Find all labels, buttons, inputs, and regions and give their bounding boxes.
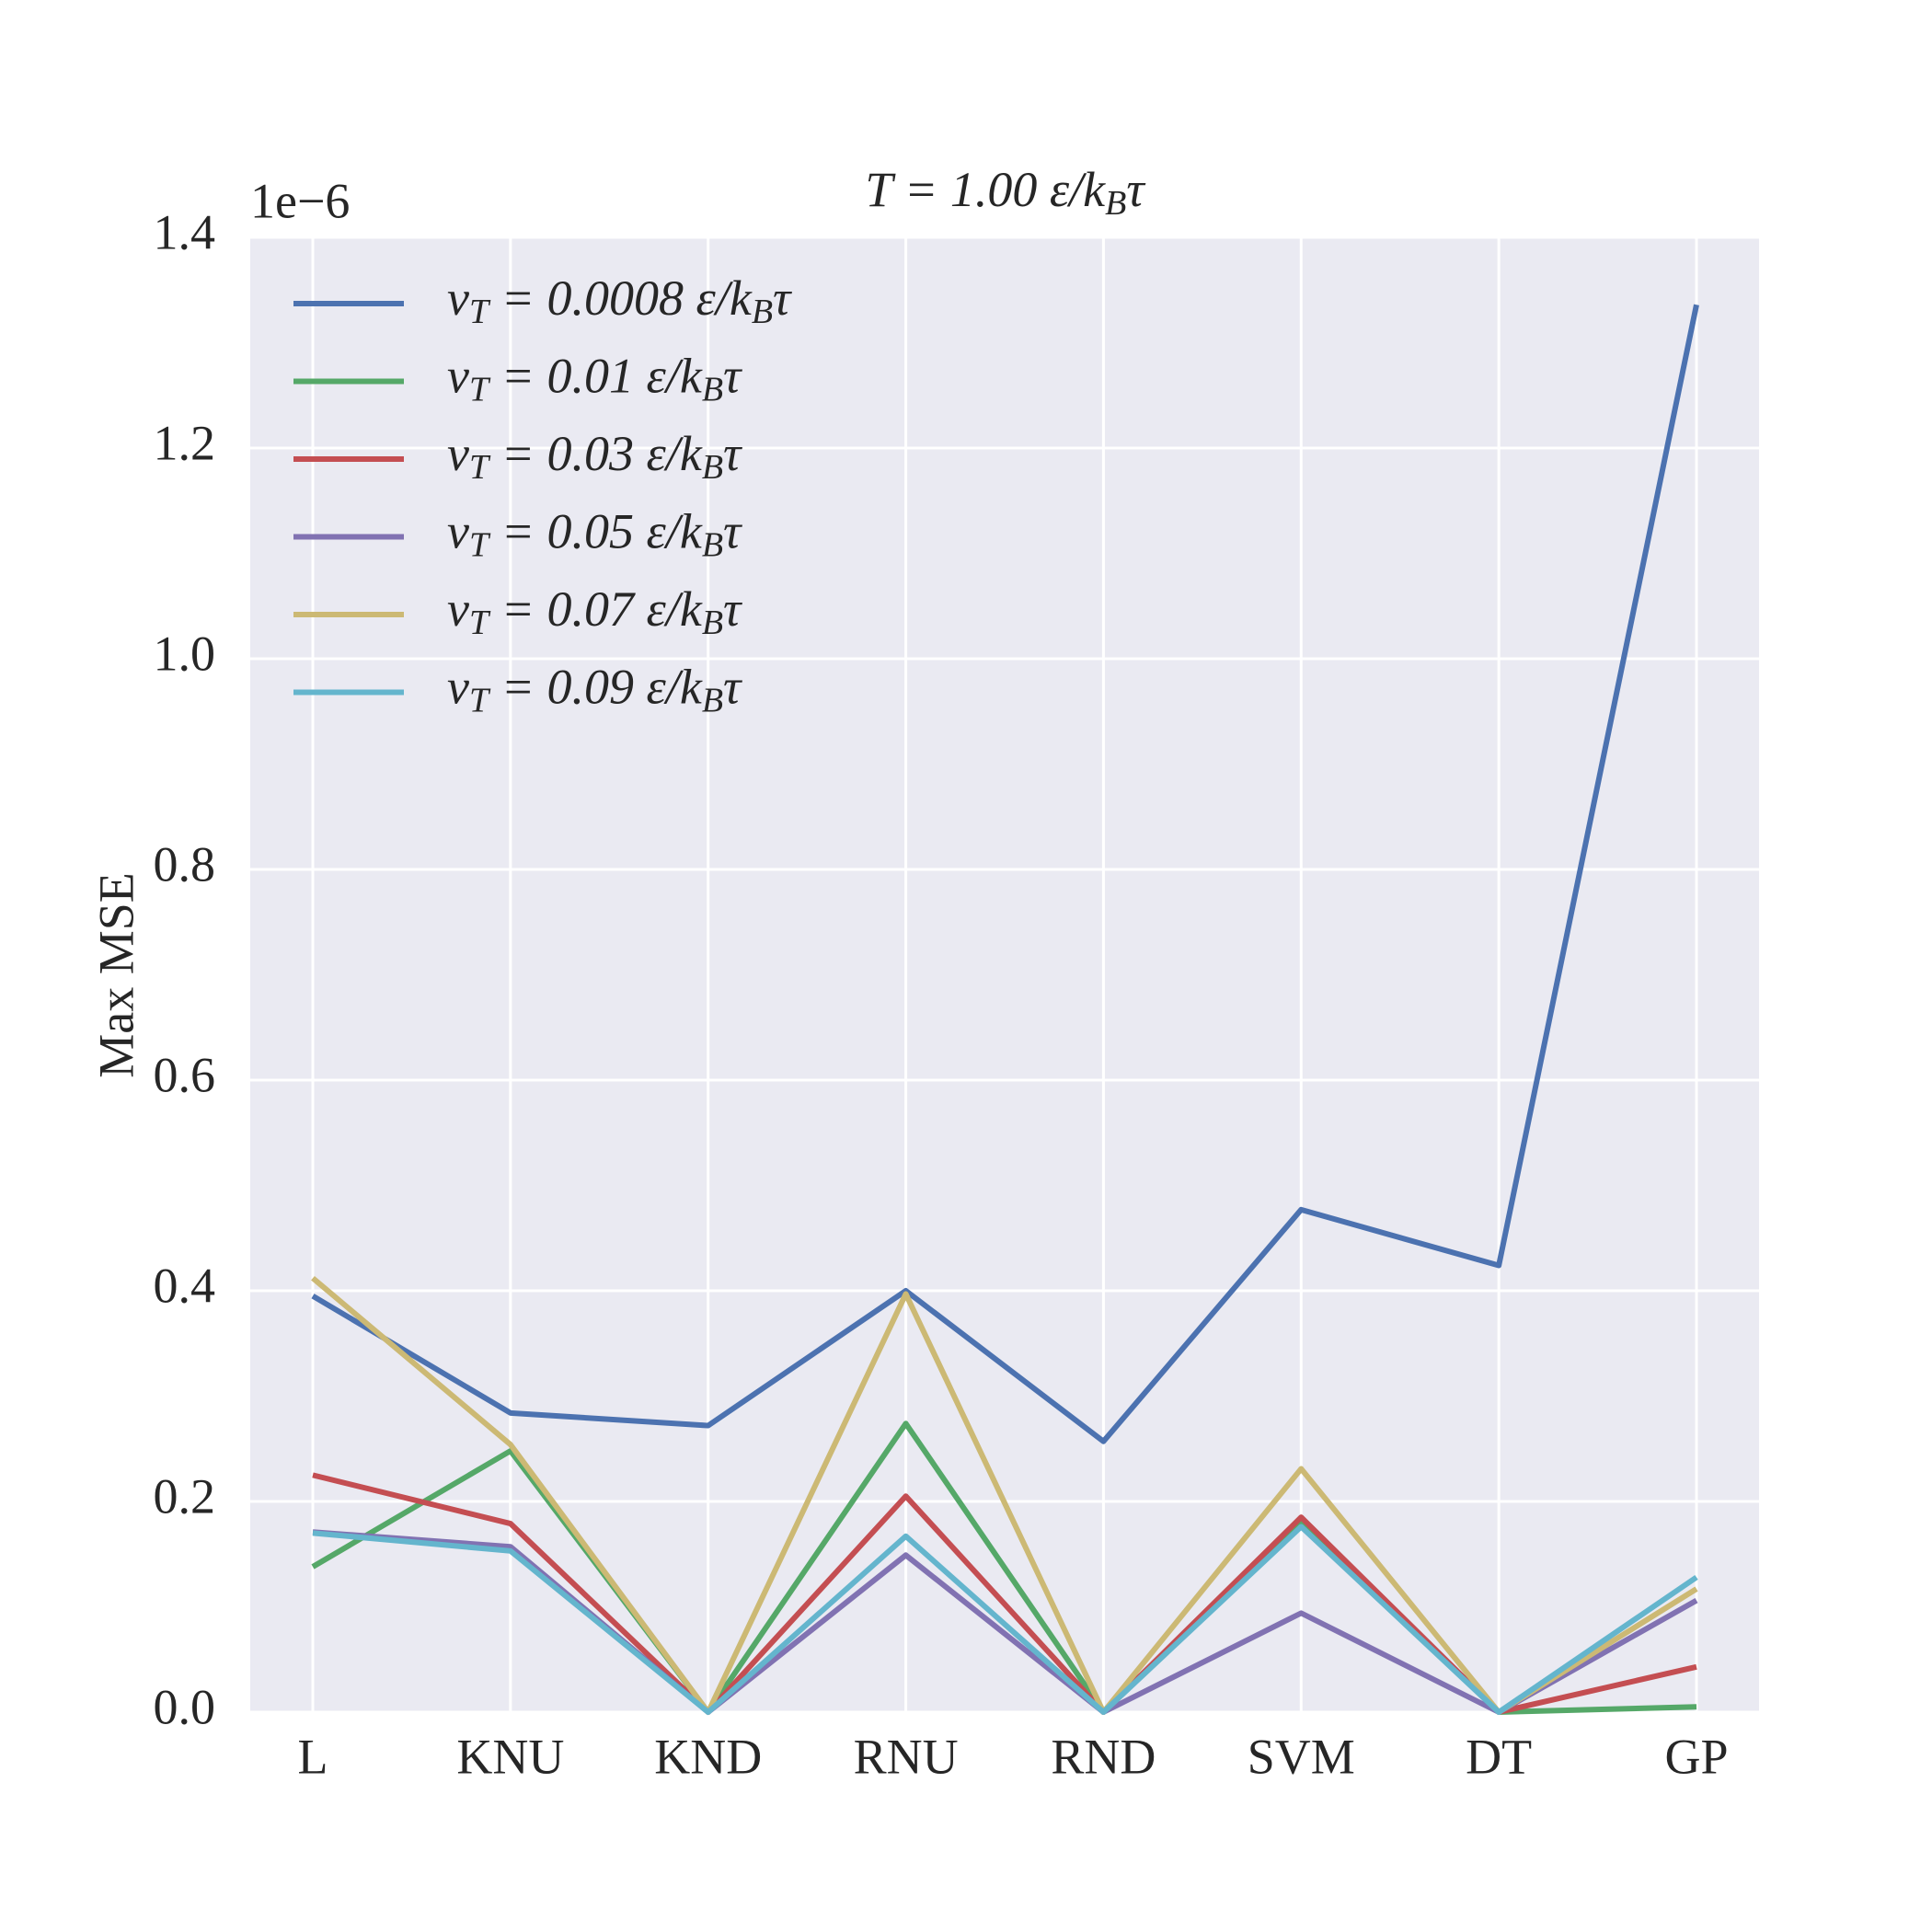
lines xyxy=(311,304,1699,1715)
x-tick-label: RND xyxy=(1051,1729,1156,1784)
x-tick-label: GP xyxy=(1664,1729,1728,1784)
y-tick-label: 0.8 xyxy=(154,836,216,891)
y-axis-label: Max MSE xyxy=(88,872,144,1078)
x-tick-label: L xyxy=(298,1729,328,1784)
grid xyxy=(250,236,1759,1714)
legend-label: vT​ = 0.03 ε/kB​τ xyxy=(447,426,742,486)
y-tick-label: 1.0 xyxy=(154,626,216,681)
series-line xyxy=(311,1275,1698,1715)
legend-label: vT​ = 0.09 ε/kB​τ xyxy=(447,660,742,719)
series-line xyxy=(312,1524,1698,1715)
x-tick-label: RNU xyxy=(854,1729,959,1784)
plot-area xyxy=(250,237,1759,1712)
y-tick-label: 0.0 xyxy=(154,1679,216,1734)
y-tick-label: 1.4 xyxy=(154,204,216,259)
y-tick-label: 0.4 xyxy=(154,1258,216,1313)
legend-label: vT​ = 0.0008 ε/kB​τ xyxy=(447,270,792,330)
legend-label: vT​ = 0.05 ε/kB​τ xyxy=(447,504,742,564)
x-tick-label: KNU xyxy=(456,1729,564,1784)
legend-label: vT​ = 0.07 ε/kB​τ xyxy=(447,581,742,641)
x-tick-label: SVM xyxy=(1248,1729,1355,1784)
series-line xyxy=(311,304,1699,1444)
legend: vT​ = 0.0008 ε/kB​τ vT​ = 0.01 ε/kB​τ vT​ … xyxy=(293,270,792,719)
y-tick-label: 0.2 xyxy=(154,1468,216,1524)
y-tick-label: 0.6 xyxy=(154,1047,216,1102)
chart-title: T = 1.00 ε/kB​τ xyxy=(865,162,1145,222)
x-tick-label: KND xyxy=(654,1729,762,1784)
axis-offset: 1e−6 xyxy=(250,173,350,228)
legend-label: vT​ = 0.01 ε/kB​τ xyxy=(447,349,742,408)
x-tick-label: DT xyxy=(1466,1729,1532,1784)
y-tick-label: 1.2 xyxy=(154,415,216,470)
